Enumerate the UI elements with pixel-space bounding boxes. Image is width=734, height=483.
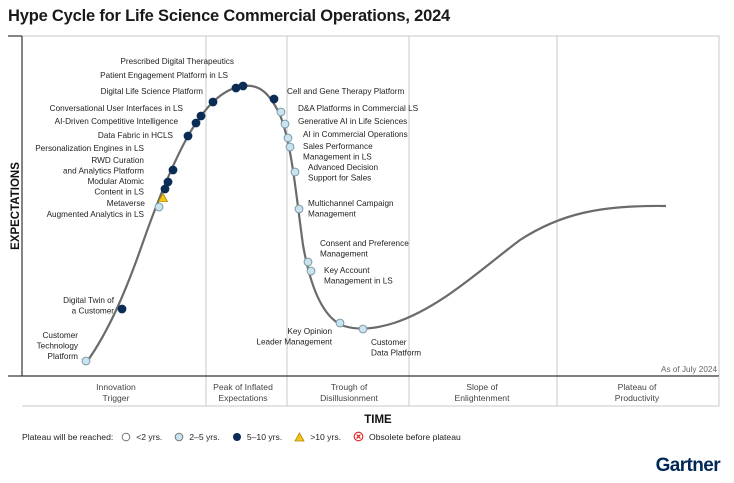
technology-label-augmented-analytics-in-ls: Augmented Analytics in LS: [47, 210, 145, 219]
technology-label-rwd-curation-and-analytics-platform: RWD Curation and Analytics Platform: [63, 156, 144, 176]
legend-marker-gt10: [294, 431, 305, 441]
technology-label-conversational-user-interfaces-in-ls: Conversational User Interfaces in LS: [50, 104, 184, 113]
legend: Plateau will be reached: <2 yrs. 2–5 yrs…: [22, 431, 473, 442]
technology-marker-digital-twin-of-a-customer: [117, 304, 127, 314]
legend-label-gt10: >10 yrs.: [310, 431, 342, 442]
phase-label-trough: Trough of Disillusionment: [320, 382, 378, 403]
legend-label-5to10: 5–10 yrs.: [246, 431, 283, 442]
technology-marker-consent-and-preference-management: [303, 257, 313, 267]
legend-item-obsolete: Obsolete before plateau: [353, 431, 461, 442]
technology-label-digital-life-science-platform: Digital Life Science Platform: [101, 87, 204, 96]
legend-item-5to10: 5–10 yrs.: [232, 432, 282, 442]
technology-marker-key-opinion-leader-management: [335, 318, 345, 328]
gartner-logo: Gartner: [655, 455, 721, 477]
figure-title: Hype Cycle for Life Science Commercial O…: [8, 7, 451, 25]
legend-marker-2to5: [174, 432, 184, 441]
technology-marker-customer-data-platform: [358, 324, 368, 334]
technology-label-key-opinion-leader-management: Key Opinion Leader Management: [256, 327, 332, 347]
x-axis-label: TIME: [364, 414, 392, 426]
legend-marker-5to10: [232, 432, 241, 441]
technology-marker-customer-technology-platform: [81, 356, 91, 366]
technology-label-consent-and-preference-management: Consent and Preference Management: [320, 239, 409, 259]
hype-cycle-chart: EXPECTATIONS TIME As of July 2024 Innova…: [8, 35, 720, 426]
technology-label-patient-engagement-platform-in-ls: Patient Engagement Platform in LS: [100, 71, 228, 80]
technology-marker-prescribed-digital-therapeutics: [238, 81, 248, 91]
technology-marker-cell-and-gene-therapy-platform: [269, 94, 279, 104]
legend-item-2to5: 2–5 yrs.: [174, 432, 220, 442]
technology-label-ai-in-commercial-operations: AI in Commercial Operations: [303, 130, 408, 139]
technology-marker-sales-performance-management-in-ls: [285, 142, 295, 152]
phase-label-peak: Peak of Inflated Expectations: [213, 382, 273, 403]
phase-label-innovation-trigger: Innovation Trigger: [96, 382, 136, 403]
technology-marker-augmented-analytics-in-ls: [154, 202, 164, 212]
technology-marker-conversational-user-interfaces-in-ls: [196, 111, 206, 121]
technology-marker-ai-in-commercial-operations: [283, 133, 293, 143]
technology-label-metaverse: Metaverse: [107, 199, 146, 208]
legend-marker-obsolete: [353, 431, 364, 442]
technology-label-digital-twin-of-a-customer: Digital Twin of a Customer: [63, 296, 115, 316]
phase-label-plateau: Plateau of Productivity: [615, 382, 660, 403]
technology-label-multichannel-campaign-management: Multichannel Campaign Management: [308, 199, 394, 219]
y-axis-label: EXPECTATIONS: [10, 162, 22, 250]
technology-label-sales-performance-management-in-ls: Sales Performance Management in LS: [303, 142, 373, 162]
technology-marker-key-account-management-in-ls: [306, 266, 316, 276]
phase-label-slope: Slope of Enlightenment: [455, 382, 511, 403]
technology-marker-multichannel-campaign-management: [294, 204, 304, 214]
technology-label-advanced-decision-support-for-sales: Advanced Decision Support for Sales: [308, 163, 379, 183]
legend-label-lt2: <2 yrs.: [136, 431, 163, 442]
technology-marker-personalization-engines-in-ls: [168, 165, 178, 175]
technology-marker-digital-life-science-platform: [208, 97, 218, 107]
technology-label-customer-data-platform: Customer Data Platform: [371, 338, 421, 358]
technology-marker-rwd-curation-and-analytics-platform: [163, 177, 173, 187]
legend-item-gt10: >10 yrs.: [294, 432, 341, 442]
technology-label-prescribed-digital-therapeutics: Prescribed Digital Therapeutics: [120, 57, 234, 66]
technology-label-cell-and-gene-therapy-platform: Cell and Gene Therapy Platform: [287, 87, 404, 96]
technology-label-modular-atomic-content-in-ls: Modular Atomic Content in LS: [88, 177, 145, 197]
legend-label-obsolete: Obsolete before plateau: [369, 431, 461, 442]
technology-label-data-fabric-in-hcls: Data Fabric in HCLS: [98, 131, 174, 140]
technology-marker-metaverse: [157, 192, 169, 202]
technology-marker-d-a-platforms-in-commercial-ls: [276, 107, 286, 117]
technology-marker-advanced-decision-support-for-sales: [290, 167, 300, 177]
legend-item-lt2: <2 yrs.: [121, 432, 162, 442]
technology-markers: Customer Technology Platform Digital Twin o…: [35, 57, 421, 366]
technology-label-generative-ai-in-life-sciences: Generative AI in Life Sciences: [298, 117, 407, 126]
technology-label-customer-technology-platform: Customer Technology Platform: [37, 331, 79, 361]
hype-curve: [85, 84, 667, 364]
technology-label-key-account-management-in-ls: Key Account Management in LS: [324, 266, 393, 286]
technology-label-ai-driven-competitive-intelligence: AI-Driven Competitive Intelligence: [55, 117, 179, 126]
as-of-date: As of July 2024: [661, 365, 717, 374]
technology-label-personalization-engines-in-ls: Personalization Engines in LS: [35, 144, 144, 153]
legend-lead: Plateau will be reached:: [22, 431, 114, 442]
legend-marker-lt2: [121, 432, 131, 441]
technology-marker-generative-ai-in-life-sciences: [280, 119, 290, 129]
technology-marker-ai-driven-competitive-intelligence: [191, 118, 201, 128]
brand-name: Gartner: [655, 455, 721, 476]
legend-label-2to5: 2–5 yrs.: [189, 431, 220, 442]
technology-label-d-a-platforms-in-commercial-ls: D&A Platforms in Commercial LS: [298, 104, 419, 113]
technology-marker-data-fabric-in-hcls: [183, 131, 193, 141]
